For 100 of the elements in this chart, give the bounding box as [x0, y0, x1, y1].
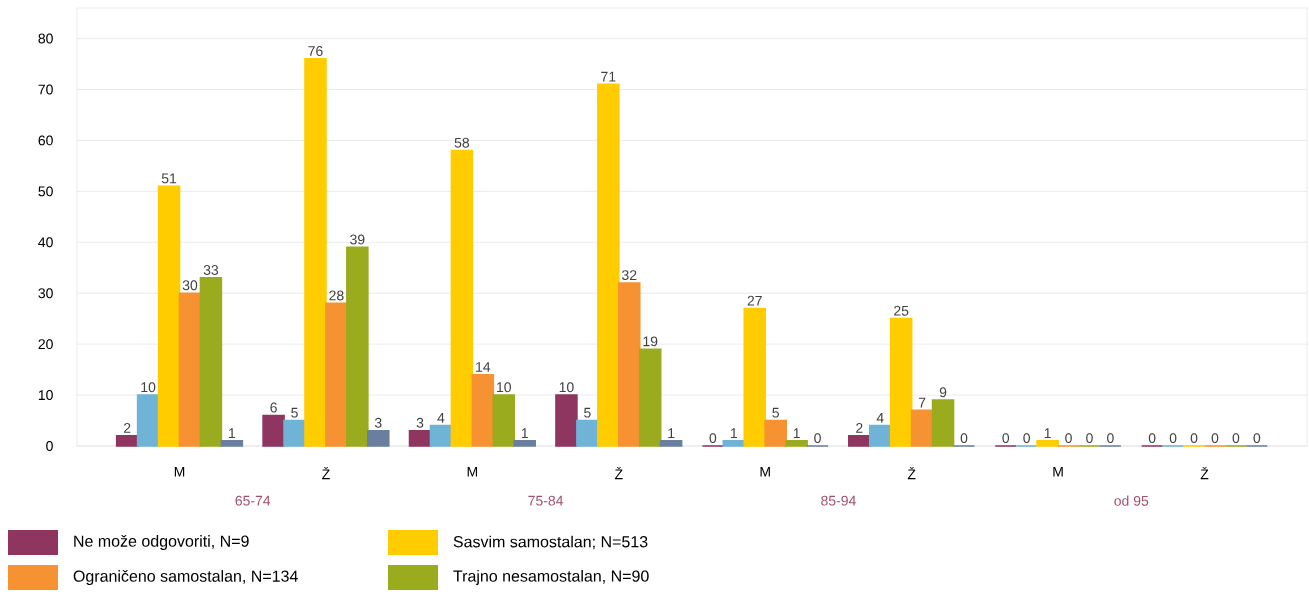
x-tick-label: M — [174, 466, 185, 477]
x-tick-label: M — [467, 466, 478, 477]
data-label: 4 — [876, 413, 884, 423]
data-label: 5 — [584, 407, 591, 418]
bar — [764, 419, 787, 447]
x-tick-label: M — [1053, 466, 1063, 477]
bar — [115, 435, 139, 447]
bar — [848, 435, 871, 447]
text: 65-74 — [235, 495, 271, 506]
data-label: 39 — [350, 234, 365, 245]
data-label: 30 — [182, 280, 198, 291]
y-tick-label: 20 — [38, 339, 53, 350]
data-label: 1 — [793, 428, 800, 438]
bar — [868, 424, 892, 447]
bar — [597, 83, 620, 447]
x-tick-label: M — [760, 466, 770, 477]
data-label: 0 — [1023, 433, 1031, 444]
legend-label: Sasvim samostalan; N=513 — [453, 535, 648, 550]
y-tick-label: 10 — [38, 390, 53, 401]
bar — [325, 302, 348, 447]
data-label: 14 — [476, 362, 491, 372]
y-tick-label: 80 — [38, 33, 53, 44]
legend-label: Trajno nesamostalan, N=90 — [453, 570, 649, 585]
legend-label: Ograničeno samostalan, N=134 — [73, 570, 298, 585]
data-label: 33 — [203, 265, 219, 275]
bar — [513, 440, 536, 447]
bar — [157, 185, 181, 447]
bar — [1036, 440, 1059, 447]
data-label: 32 — [622, 270, 637, 281]
bar — [283, 419, 306, 447]
data-label: 0 — [1107, 433, 1114, 444]
data-label: 71 — [601, 71, 616, 82]
data-label: 0 — [1065, 433, 1072, 444]
bar — [910, 409, 934, 447]
x-tick-label: Ž — [907, 466, 916, 480]
bar — [408, 429, 432, 447]
bar — [743, 307, 767, 447]
data-label: 5 — [772, 407, 779, 418]
bar — [220, 440, 244, 447]
data-label: 51 — [161, 173, 177, 184]
data-label: 0 — [1169, 433, 1177, 444]
bar — [889, 317, 913, 447]
y-tick-label: 70 — [38, 84, 53, 95]
data-label: 10 — [497, 382, 512, 393]
bar — [617, 282, 641, 447]
data-label: 0 — [1002, 433, 1010, 444]
data-label: 1 — [229, 428, 236, 438]
data-label: 0 — [1190, 433, 1198, 444]
bar — [785, 440, 808, 447]
data-label: 0 — [709, 433, 717, 444]
data-label: 5 — [291, 407, 298, 418]
bar — [429, 424, 453, 447]
data-label: 7 — [918, 397, 926, 408]
data-label: 0 — [814, 433, 821, 444]
text: od 95 — [1114, 495, 1149, 506]
y-tick-label: 40 — [38, 237, 53, 248]
bar — [722, 440, 746, 447]
data-label: 0 — [1211, 433, 1219, 444]
data-label: 76 — [308, 46, 323, 56]
bar — [576, 419, 599, 447]
data-label: 0 — [1253, 433, 1261, 444]
data-label: 25 — [894, 305, 909, 316]
data-label: 1 — [668, 428, 675, 438]
data-label: 0 — [1148, 433, 1156, 444]
bar — [304, 58, 327, 447]
data-label: 3 — [416, 417, 424, 428]
data-label: 4 — [437, 413, 445, 423]
bar — [638, 348, 662, 447]
data-label: 0 — [960, 433, 968, 444]
data-label: 1 — [730, 428, 738, 438]
text: 75-84 — [528, 495, 564, 506]
bar — [199, 277, 223, 447]
bar — [178, 292, 202, 447]
x-tick-label: Ž — [614, 466, 623, 480]
bar — [262, 414, 285, 447]
x-tick-label: Ž — [322, 466, 330, 480]
y-tick-label: 0 — [46, 441, 53, 451]
data-label: 3 — [374, 417, 382, 428]
bar — [450, 149, 474, 447]
y-tick-label: 30 — [38, 288, 53, 299]
data-label: 58 — [454, 137, 470, 148]
bar — [136, 394, 160, 447]
data-label: 28 — [329, 290, 344, 301]
data-label: 27 — [747, 295, 762, 306]
data-label: 9 — [939, 387, 947, 398]
data-label: 0 — [1232, 433, 1240, 444]
text: 85-94 — [821, 495, 856, 506]
data-label: 1 — [521, 428, 528, 438]
data-label: 10 — [559, 382, 574, 393]
data-label: 2 — [856, 423, 863, 433]
bar — [367, 429, 390, 447]
bar — [931, 399, 955, 447]
bar — [471, 373, 495, 447]
bar — [555, 394, 578, 447]
data-label: 6 — [270, 402, 277, 413]
data-label: 2 — [123, 423, 131, 433]
y-tick-label: 50 — [38, 186, 53, 197]
y-tick-label: 60 — [38, 135, 53, 146]
data-label: 10 — [141, 382, 156, 393]
bar — [492, 394, 516, 447]
